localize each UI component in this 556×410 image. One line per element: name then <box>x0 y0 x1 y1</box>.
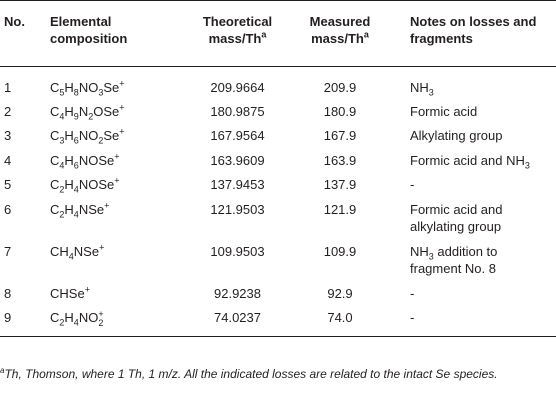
cell-notes: NH3 addition to fragment No. 8 <box>410 243 498 276</box>
table-row: 9 C2H4NO +2 74.0237 74.0- <box>0 304 556 337</box>
cell-measured-mass: 121.9 <box>323 201 357 217</box>
cell-measured-mass: 92.9 <box>327 285 353 301</box>
cell-theoretical-mass: 109.9503 <box>210 243 265 259</box>
header-measured-line2: mass/Th <box>311 31 364 46</box>
cell-measured-mass: 137.9 <box>323 177 357 192</box>
header-composition: Elemental composition <box>50 0 181 67</box>
header-notes-text: Notes on losses and fragments <box>410 14 537 46</box>
table-row: 8 CHSe+ 92.9238 92.9 - <box>0 280 556 305</box>
cell-theoretical-mass: 209.9664 <box>210 80 265 95</box>
cell-measured-mass: 74.0 <box>294 304 386 337</box>
table-row: 5 C2H4NOSe+ 137.9453 137.9 - <box>0 171 556 196</box>
header-theoretical-line1: Theoretical <box>202 14 273 29</box>
cell-theoretical-mass: 92.9238 <box>214 285 261 301</box>
table-footnote: aTh, Thomson, where 1 Th, 1 m/z. All the… <box>0 365 552 383</box>
table-row: 4 C4H6NOSe+ 163.9609 163.9 Formic acid and N… <box>0 147 556 172</box>
cell-no: 5 <box>4 177 12 192</box>
header-notes: Notes on losses and fragments <box>386 0 556 67</box>
cell-theoretical-mass: 121.9503 <box>210 201 265 217</box>
cell-composition: C2H4NSe+ <box>50 200 110 220</box>
cell-no: 4 <box>4 152 12 168</box>
cell-theoretical-mass: 137.9453 <box>210 177 265 192</box>
cell-composition: C2H4NO +2 <box>50 304 181 337</box>
header-theoretical: Theoretical mass/Tha <box>181 0 294 67</box>
cell-no: 1 <box>4 80 12 95</box>
cell-composition: C4H9N2OSe+ <box>50 102 125 122</box>
header-row: No. Elemental composition Theoretical ma… <box>0 0 556 67</box>
footnote-text: Th, Thomson, where 1 Th, 1 m/z. All the … <box>4 367 498 381</box>
table-body: 1 C5H8NO3Se+ 209.9664 209.9 NH3 2 C4H9N2OSe+ 18… <box>0 67 556 337</box>
cell-notes: Alkylating group <box>410 128 503 143</box>
table-row: 6 C2H4NSe+ 121.9503 121.9 Formic acid and alk… <box>0 196 556 238</box>
header-composition-text: Elemental composition <box>50 14 128 46</box>
table-row: 7 CH4NSe+ 109.9503 109.9 NH3 addition to frag… <box>0 238 556 280</box>
cell-theoretical-mass: 163.9609 <box>210 152 265 168</box>
table-row: 3 C3H6NO2Se+ 167.9564 167.9 Alkylating group <box>0 122 556 147</box>
header-theoretical-sup: a <box>261 29 267 40</box>
cell-measured-mass: 180.9 <box>323 103 357 119</box>
cell-notes: Formic acid and alkylating group <box>410 201 503 234</box>
table-row: 1 C5H8NO3Se+ 209.9664 209.9 NH3 <box>0 67 556 98</box>
cell-notes: Formic acid and NH3 <box>410 152 530 171</box>
cell-composition: C2H4NOSe+ <box>50 175 120 195</box>
cell-measured-mass: 209.9 <box>323 80 357 95</box>
cell-composition: CHSe+ <box>50 284 90 301</box>
cell-measured-mass: 163.9 <box>323 152 357 168</box>
header-measured-line1: Measured <box>309 14 371 29</box>
cell-composition: CH4NSe+ <box>50 242 105 262</box>
cell-measured-mass: 109.9 <box>323 243 357 259</box>
cell-notes: Formic acid <box>410 103 478 119</box>
cell-no: 7 <box>4 243 12 259</box>
cell-composition: C5H8NO3Se+ <box>50 78 125 98</box>
header-theoretical-line2: mass/Th <box>208 31 262 46</box>
header-no: No. <box>0 0 50 67</box>
fragment-table: No. Elemental composition Theoretical ma… <box>0 0 556 337</box>
cell-no: 9 <box>0 304 50 337</box>
cell-theoretical-mass: 167.9564 <box>210 128 265 143</box>
cell-notes: - <box>410 285 415 301</box>
header-measured: Measured mass/Tha <box>294 0 386 67</box>
table-row: 2 C4H9N2OSe+ 180.9875 180.9 Formic acid <box>0 98 556 123</box>
cell-no: 8 <box>4 285 12 301</box>
cell-no: 3 <box>4 128 12 143</box>
cell-notes: - <box>386 304 556 337</box>
cell-measured-mass: 167.9 <box>323 128 357 143</box>
cell-composition: C4H6NOSe+ <box>50 151 120 171</box>
cell-theoretical-mass: 74.0237 <box>181 304 294 337</box>
cell-theoretical-mass: 180.9875 <box>210 103 265 119</box>
cell-no: 6 <box>4 201 12 217</box>
cell-notes: NH3 <box>410 80 434 98</box>
cell-notes: - <box>410 177 415 192</box>
cell-no: 2 <box>4 103 12 119</box>
header-measured-sup: a <box>363 29 369 40</box>
cell-composition: C3H6NO2Se+ <box>50 126 125 146</box>
footnote-marker: a <box>0 366 5 375</box>
